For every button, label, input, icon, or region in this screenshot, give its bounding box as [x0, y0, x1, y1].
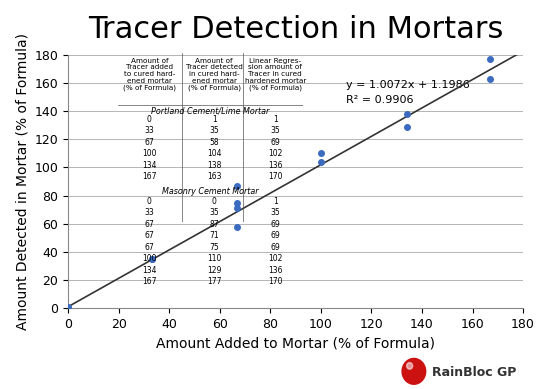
Point [233, 224, 242, 230]
X-axis label: Amount Added to Mortar (% of Formula): Amount Added to Mortar (% of Formula) [156, 336, 435, 350]
Text: Portland Cement/Lime Mortar: Portland Cement/Lime Mortar [151, 107, 270, 116]
Text: 134: 134 [142, 266, 157, 275]
Text: 0: 0 [147, 114, 152, 124]
Text: 67: 67 [145, 220, 154, 229]
Text: 170: 170 [268, 172, 283, 181]
Text: 138: 138 [207, 161, 221, 170]
Point [233, 200, 242, 206]
Text: 129: 129 [207, 266, 221, 275]
Text: R² = 0.9906: R² = 0.9906 [345, 95, 413, 105]
Text: Linear Regres-
sion amount of
Tracer in cured
hardened mortar
(% of Formula): Linear Regres- sion amount of Tracer in … [245, 58, 306, 91]
Text: 35: 35 [271, 208, 281, 217]
Text: 167: 167 [142, 172, 157, 181]
Text: 0: 0 [147, 196, 152, 206]
Text: Masonry Cement Mortar: Masonry Cement Mortar [162, 187, 258, 196]
Point [233, 205, 242, 211]
Circle shape [406, 363, 412, 369]
Text: 75: 75 [210, 243, 219, 252]
Text: 69: 69 [271, 138, 281, 147]
Text: 71: 71 [210, 231, 219, 240]
Text: 1: 1 [212, 114, 217, 124]
Text: 100: 100 [142, 254, 157, 263]
Text: 1: 1 [273, 114, 278, 124]
Point [403, 123, 411, 130]
Point [64, 305, 73, 312]
Point [316, 150, 325, 156]
Text: 134: 134 [142, 161, 157, 170]
Text: 33: 33 [145, 208, 154, 217]
Text: 69: 69 [271, 243, 281, 252]
Text: 69: 69 [271, 231, 281, 240]
Point [147, 256, 156, 262]
Text: 177: 177 [207, 277, 222, 286]
Text: 35: 35 [271, 126, 281, 135]
Text: Amount of
Tracer detected
in cured hard-
ened mortar
(% of Formula): Amount of Tracer detected in cured hard-… [186, 58, 243, 91]
Text: 33: 33 [145, 126, 154, 135]
Circle shape [402, 358, 426, 384]
Text: Amount of
Tracer added
to cured hard-
ened mortar
(% of Formula): Amount of Tracer added to cured hard- en… [123, 58, 176, 91]
Text: 163: 163 [207, 172, 222, 181]
Point [316, 159, 325, 165]
Text: 35: 35 [210, 208, 219, 217]
Text: 104: 104 [207, 149, 222, 158]
Text: 102: 102 [268, 149, 283, 158]
Text: 87: 87 [210, 220, 219, 229]
Text: 69: 69 [271, 220, 281, 229]
Point [64, 304, 73, 310]
Text: 35: 35 [210, 126, 219, 135]
Point [486, 56, 494, 62]
Text: RainBloc GP: RainBloc GP [432, 366, 516, 379]
Title: Tracer Detection in Mortars: Tracer Detection in Mortars [88, 15, 503, 44]
Text: y = 1.0072x + 1.1986: y = 1.0072x + 1.1986 [345, 80, 469, 90]
Text: 0: 0 [212, 196, 217, 206]
Point [486, 75, 494, 82]
Text: 136: 136 [268, 266, 283, 275]
Text: 1: 1 [273, 196, 278, 206]
Text: 136: 136 [268, 161, 283, 170]
Text: 67: 67 [145, 243, 154, 252]
Text: 102: 102 [268, 254, 283, 263]
Text: 58: 58 [210, 138, 219, 147]
Point [403, 111, 411, 117]
Point [233, 183, 242, 189]
Text: 167: 167 [142, 277, 157, 286]
Text: 100: 100 [142, 149, 157, 158]
Text: 110: 110 [207, 254, 221, 263]
Y-axis label: Amount Detected in Mortar (% of Formula): Amount Detected in Mortar (% of Formula) [15, 33, 29, 330]
Point [147, 256, 156, 262]
Text: 67: 67 [145, 138, 154, 147]
Text: 67: 67 [145, 231, 154, 240]
Text: 170: 170 [268, 277, 283, 286]
